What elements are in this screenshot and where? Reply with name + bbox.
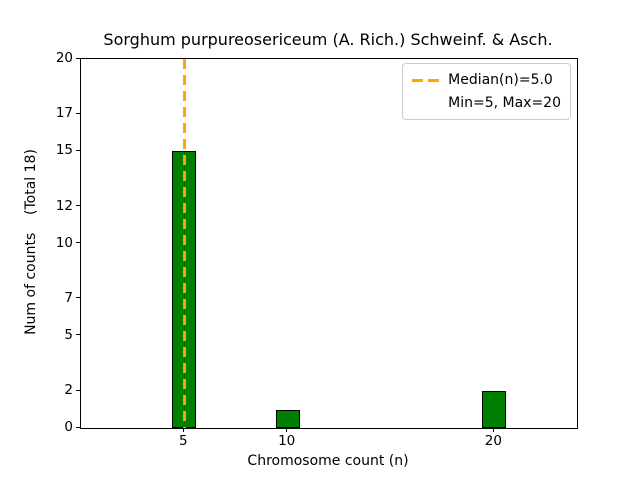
y-tick <box>76 242 80 243</box>
y-tick <box>76 205 80 207</box>
y-tick-label: 0 <box>64 419 73 435</box>
bar <box>276 410 300 428</box>
x-tick <box>286 428 288 432</box>
y-tick <box>76 389 80 391</box>
y-tick-label: 7 <box>64 289 73 306</box>
legend-label: Median(n)=5.0 <box>448 72 553 88</box>
legend-entry: Median(n)=5.0 <box>412 70 561 90</box>
y-tick <box>76 297 80 299</box>
x-tick-label: 5 <box>179 433 188 449</box>
y-tick <box>76 57 80 59</box>
chart-title: Sorghum purpureosericeum (A. Rich.) Schw… <box>103 30 553 49</box>
x-tick-label: 10 <box>278 433 296 449</box>
legend-entry: Min=5, Max=20 <box>412 93 561 113</box>
legend: Median(n)=5.0 Min=5, Max=20 <box>402 63 571 120</box>
y-tick <box>76 112 80 114</box>
y-tick-label: 2 <box>64 382 73 399</box>
y-tick <box>76 334 80 336</box>
median-line <box>183 59 186 428</box>
y-tick <box>76 149 80 151</box>
orange-dashed-line-icon <box>412 78 440 82</box>
dash-segment <box>412 78 424 82</box>
bar <box>482 391 506 428</box>
y-tick-label: 5 <box>64 326 73 343</box>
x-tick <box>492 428 494 432</box>
dash-segment <box>428 78 440 82</box>
x-tick <box>182 428 184 432</box>
y-tick <box>76 426 80 428</box>
x-axis-label: Chromosome count (n) <box>247 453 409 469</box>
y-tick-label: 15 <box>55 142 73 159</box>
y-tick-label: 12 <box>55 197 73 214</box>
legend-label: Min=5, Max=20 <box>448 95 561 111</box>
x-tick-label: 20 <box>484 433 502 449</box>
y-tick-label: 20 <box>55 50 73 66</box>
y-tick-label: 17 <box>55 105 73 122</box>
y-tick-label: 10 <box>55 234 73 251</box>
